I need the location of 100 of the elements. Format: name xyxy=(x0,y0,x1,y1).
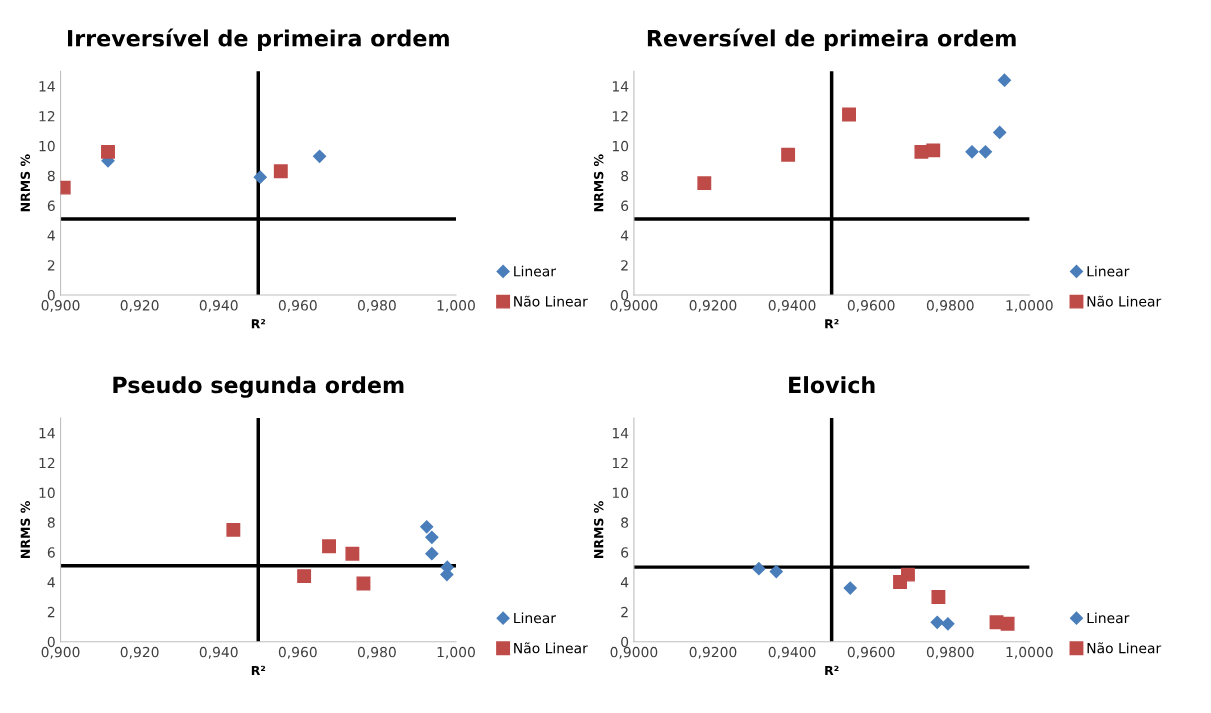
x-tick-label: 0,9000 xyxy=(610,300,658,313)
y-axis-title: NRMS % xyxy=(20,501,31,558)
y-tick-label: 10 xyxy=(612,487,629,499)
x-tick-label: 0,9800 xyxy=(926,646,974,659)
point xyxy=(997,73,1012,87)
x-tick-label: 0,960 xyxy=(278,646,317,659)
point xyxy=(843,581,857,595)
x-tick-label: 0,980 xyxy=(357,646,396,659)
x-tick-label: 1,0000 xyxy=(1006,300,1053,313)
point xyxy=(901,567,915,582)
point xyxy=(312,149,327,163)
y-tick-label: 8 xyxy=(621,517,629,528)
chart-title: Elovich xyxy=(789,376,875,394)
x-axis-title: R² xyxy=(825,665,839,676)
point xyxy=(930,615,944,629)
point xyxy=(926,143,941,158)
x-tick-label: 0,9600 xyxy=(847,646,895,659)
chart-title: Irreversível de primeira ordem xyxy=(67,28,449,51)
point xyxy=(101,144,115,159)
y-tick-label: 4 xyxy=(47,230,55,241)
y-tick-label: 2 xyxy=(621,606,628,618)
point xyxy=(440,568,454,582)
x-axis-title: R² xyxy=(825,319,839,329)
y-tick-label: 8 xyxy=(621,170,629,182)
point xyxy=(253,170,267,184)
y-tick-label: 6 xyxy=(621,547,629,558)
point xyxy=(322,539,336,554)
y-tick-label: 14 xyxy=(39,428,55,439)
point xyxy=(965,145,979,159)
x-axis-title: R² xyxy=(251,665,266,676)
y-tick-label: 4 xyxy=(620,577,629,588)
legend-label: Linear xyxy=(1087,612,1130,624)
y-tick-label: 4 xyxy=(47,577,55,588)
y-tick-label: 14 xyxy=(612,428,629,439)
point xyxy=(941,617,955,631)
legend-label: Não Linear xyxy=(514,642,588,654)
y-tick-label: 8 xyxy=(47,517,55,528)
y-tick-label: 8 xyxy=(47,170,55,182)
y-tick-label: 0 xyxy=(47,289,55,301)
y-tick-label: 10 xyxy=(39,487,55,499)
x-tick-label: 0,9000 xyxy=(610,646,658,659)
x-axis-title: R² xyxy=(251,319,266,329)
y-axis-title: NRMS % xyxy=(593,154,604,212)
x-tick-label: 1,0000 xyxy=(1006,646,1053,659)
y-tick-label: 6 xyxy=(47,200,55,211)
legend-label: Linear xyxy=(514,612,556,624)
y-tick-label: 0 xyxy=(47,636,55,648)
y-axis-title: NRMS % xyxy=(20,154,31,212)
point xyxy=(226,522,241,537)
point xyxy=(420,520,434,534)
y-tick-label: 10 xyxy=(612,140,629,152)
y-axis-title: NRMS % xyxy=(593,501,604,558)
x-tick-label: 0,920 xyxy=(120,646,159,659)
y-tick-label: 14 xyxy=(39,81,55,92)
chart-title: Reversível de primeira ordem xyxy=(647,28,1016,51)
y-tick-label: 6 xyxy=(47,547,55,558)
y-tick-label: 2 xyxy=(621,260,628,271)
point xyxy=(697,176,712,191)
x-tick-label: 0,900 xyxy=(41,300,80,313)
x-tick-label: 0,9200 xyxy=(689,646,737,659)
point xyxy=(931,590,946,604)
legend-label: Não Linear xyxy=(514,295,588,307)
point xyxy=(978,145,993,159)
x-tick-label: 0,9600 xyxy=(847,300,895,313)
x-tick-label: 0,940 xyxy=(199,646,238,659)
x-tick-label: 0,9200 xyxy=(689,300,737,313)
x-tick-label: 0,920 xyxy=(120,300,159,313)
point xyxy=(425,530,439,544)
y-tick-label: 12 xyxy=(39,111,55,122)
point xyxy=(914,144,929,159)
point xyxy=(752,562,766,576)
y-tick-label: 2 xyxy=(47,260,55,271)
x-tick-label: 1,000 xyxy=(437,300,475,313)
y-tick-label: 14 xyxy=(612,81,629,92)
point xyxy=(842,107,856,122)
x-tick-label: 0,9400 xyxy=(768,300,816,313)
legend-label: Não Linear xyxy=(1087,295,1162,307)
y-tick-label: 12 xyxy=(612,457,628,469)
point xyxy=(297,569,312,584)
point xyxy=(769,565,783,579)
y-tick-label: 0 xyxy=(621,636,629,648)
x-tick-label: 0,900 xyxy=(41,646,80,659)
point xyxy=(345,546,360,561)
chart-title: Pseudo segunda ordem xyxy=(113,376,404,398)
x-tick-label: 0,960 xyxy=(278,300,317,313)
point xyxy=(1000,616,1015,631)
y-tick-label: 10 xyxy=(39,140,55,152)
point xyxy=(273,164,288,179)
legend-label: Linear xyxy=(1087,265,1130,277)
x-tick-label: 0,9400 xyxy=(768,646,816,659)
y-tick-label: 4 xyxy=(620,230,629,241)
x-tick-label: 0,940 xyxy=(199,300,238,313)
y-tick-label: 12 xyxy=(39,457,55,469)
y-tick-label: 0 xyxy=(621,289,629,301)
x-tick-label: 1,000 xyxy=(437,646,475,659)
legend-label: Linear xyxy=(514,265,556,277)
y-tick-label: 12 xyxy=(612,111,628,122)
legend-label: Não Linear xyxy=(1087,642,1162,654)
x-tick-label: 0,980 xyxy=(357,300,396,313)
y-tick-label: 6 xyxy=(621,200,629,211)
